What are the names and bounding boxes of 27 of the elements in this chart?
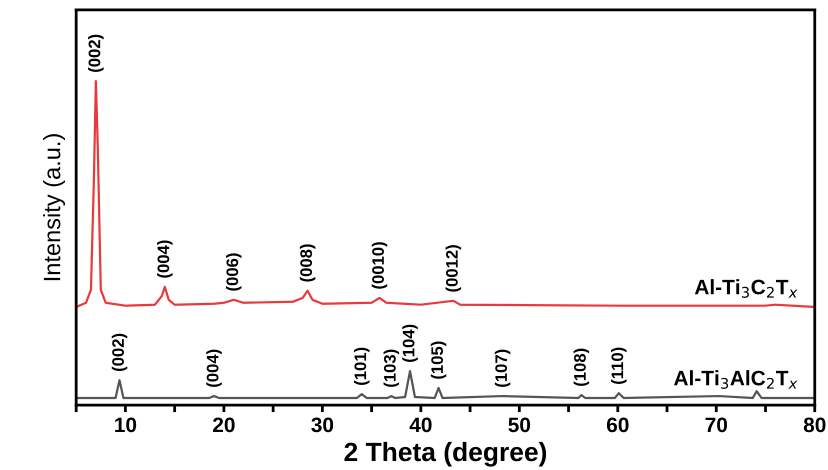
annotation: (101) <box>354 348 370 385</box>
x-tick-label: 40 <box>410 417 432 432</box>
annotation: (008) <box>300 244 316 282</box>
annotation: (0012) <box>446 245 462 292</box>
x-tick-label: 70 <box>706 417 728 432</box>
x-tick-label: 80 <box>804 417 826 432</box>
x-tick-label: 50 <box>508 417 530 432</box>
annotation: (108) <box>574 348 590 386</box>
x-axis-title: 2 Theta (degree) <box>344 442 546 467</box>
annotation: (004) <box>206 350 222 387</box>
x-tick-label: 20 <box>213 417 235 432</box>
y-axis-title: Intensity (a.u.) <box>43 134 66 280</box>
annotation: (107) <box>494 350 510 387</box>
series-label: Al-Ti$_{3}$C$_{2}$T$_{x}$ <box>694 279 798 298</box>
annotation: (104) <box>402 324 418 362</box>
x-tick-label: 30 <box>311 417 334 432</box>
annotation: (002) <box>112 334 128 372</box>
annotation: (006) <box>226 253 242 291</box>
annotation: (110) <box>611 348 627 384</box>
annotation: (002) <box>88 34 104 72</box>
x-tick-label: 60 <box>606 417 629 432</box>
annotation: (103) <box>384 350 400 387</box>
annotation: (0010) <box>372 242 388 289</box>
annotation: (105) <box>430 342 446 379</box>
x-tick-label: 10 <box>115 417 136 432</box>
annotation: (004) <box>157 240 173 278</box>
series-label: Al-Ti$_{3}$AlC$_{2}$T$_{x}$ <box>674 370 798 389</box>
